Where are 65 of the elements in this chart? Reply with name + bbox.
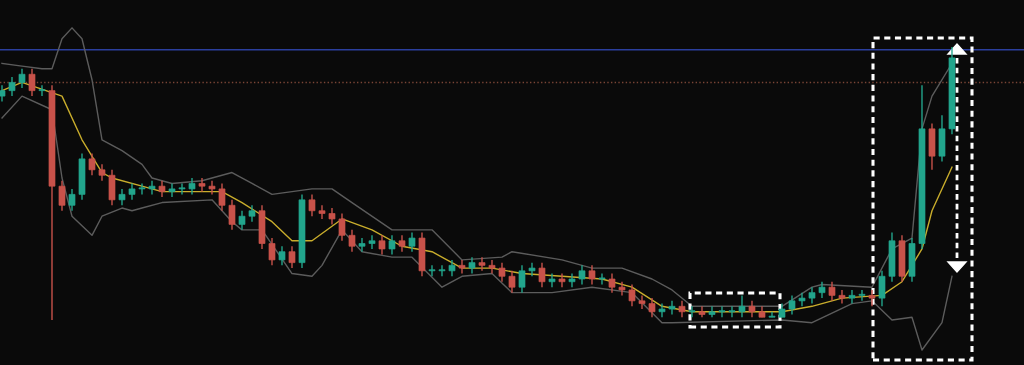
candlestick xyxy=(508,270,516,294)
candlestick xyxy=(618,281,626,297)
candlestick xyxy=(588,264,596,286)
candlestick xyxy=(278,245,286,267)
candlestick xyxy=(838,289,846,305)
candlestick xyxy=(338,212,346,242)
candlestick xyxy=(368,234,376,250)
candlestick xyxy=(788,294,796,316)
candlestick xyxy=(168,182,176,198)
candlestick xyxy=(288,245,296,269)
candlestick xyxy=(318,204,326,220)
candlestick xyxy=(828,281,836,302)
candlestick xyxy=(608,272,616,294)
candlestick xyxy=(218,182,226,212)
candlestick xyxy=(308,193,316,217)
candlestick xyxy=(408,231,416,253)
candlestick xyxy=(268,237,276,267)
candlestick xyxy=(488,259,496,275)
candlestick xyxy=(658,302,666,318)
candlestick xyxy=(478,256,486,272)
candlestick xyxy=(38,84,46,97)
candlestick xyxy=(438,264,446,277)
candlestick xyxy=(228,199,236,231)
candlestick xyxy=(698,305,706,318)
candlestick xyxy=(138,182,146,196)
candlestick xyxy=(18,68,26,89)
candlestick xyxy=(498,261,506,283)
candlestick xyxy=(58,180,66,212)
candlestick xyxy=(348,229,356,253)
candlestick xyxy=(388,234,396,256)
candlestick xyxy=(28,68,36,97)
candlestick xyxy=(728,305,736,318)
candlestick xyxy=(548,272,556,288)
candlestick xyxy=(598,272,606,286)
candlestick xyxy=(198,177,206,193)
candlestick xyxy=(668,300,676,316)
candlestick xyxy=(868,289,876,308)
candlestick xyxy=(798,291,806,308)
candlestick xyxy=(238,210,246,231)
candlestick xyxy=(428,264,436,277)
candlestick xyxy=(358,237,366,253)
candlestick xyxy=(578,264,586,286)
candlestick xyxy=(638,294,646,310)
candlestick xyxy=(568,272,576,288)
candlestick xyxy=(848,289,856,305)
candlestick xyxy=(738,294,746,318)
candlestick xyxy=(88,152,96,176)
candlestick xyxy=(148,180,156,196)
candlestick xyxy=(688,305,696,318)
candlestick xyxy=(718,305,726,318)
candlestick xyxy=(538,261,546,288)
candlestick xyxy=(628,283,636,308)
candlestick xyxy=(378,234,386,256)
candlestick xyxy=(8,76,16,97)
candlestick xyxy=(648,297,656,318)
candlestick xyxy=(708,305,716,318)
candlestick xyxy=(558,272,566,288)
candlestick xyxy=(878,270,886,308)
candlestick xyxy=(528,261,536,277)
candlestick xyxy=(458,259,466,275)
candlestick xyxy=(68,188,76,212)
candlestick xyxy=(208,180,216,196)
candlestick xyxy=(518,264,526,294)
candlestick xyxy=(178,182,186,196)
candlestick xyxy=(858,289,866,302)
